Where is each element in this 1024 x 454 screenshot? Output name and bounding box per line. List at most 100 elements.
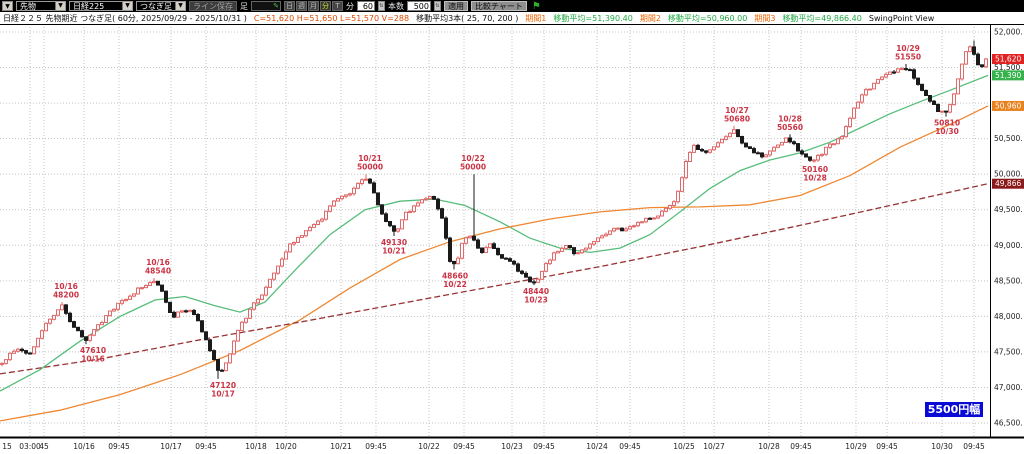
- svg-text:10/22: 10/22: [461, 154, 485, 163]
- svg-text:10/25: 10/25: [673, 442, 695, 451]
- chart-type-dropdown-button[interactable]: ▼: [2, 1, 13, 11]
- svg-text:50810: 50810: [934, 119, 960, 128]
- bar-type-value: つなぎ足: [140, 1, 172, 11]
- price-badges: 51,620 51,390 50,960 49,866: [992, 54, 1024, 189]
- svg-text:50,500.: 50,500.: [994, 134, 1023, 143]
- svg-text:10/27: 10/27: [725, 106, 749, 115]
- svg-text:50,960: 50,960: [995, 101, 1021, 110]
- svg-text:10/28: 10/28: [778, 114, 802, 123]
- svg-text:50000: 50000: [460, 163, 486, 172]
- svg-text:48660: 48660: [442, 271, 468, 280]
- line-save-button[interactable]: ライン保存: [189, 1, 237, 11]
- ma25-value-badge: [992, 70, 1024, 81]
- svg-text:10/17: 10/17: [160, 442, 182, 451]
- interval-input[interactable]: [357, 1, 375, 11]
- apply-button[interactable]: 適用: [444, 1, 468, 11]
- svg-text:49,500.: 49,500.: [994, 205, 1023, 214]
- ashi-edit-field[interactable]: ✎: [251, 1, 281, 11]
- ma200-line: [0, 183, 989, 375]
- price-chart: 52,000. 51,500. 50,500. 50,000. 49,500. 49,00…: [0, 25, 1024, 454]
- bar-type-select[interactable]: つなぎ足 ▼: [136, 1, 186, 11]
- svg-text:48,500.: 48,500.: [994, 276, 1023, 285]
- svg-text:09:45: 09:45: [790, 442, 812, 451]
- info-segment-8: 移動平均=49,866.40: [782, 13, 862, 23]
- svg-text:10/30: 10/30: [931, 442, 953, 451]
- svg-text:49,866: 49,866: [995, 179, 1021, 188]
- svg-text:49130: 49130: [381, 238, 407, 247]
- svg-text:09:45: 09:45: [963, 442, 985, 451]
- svg-text:10/21: 10/21: [330, 442, 352, 451]
- period-button-日[interactable]: 日: [284, 1, 295, 11]
- info-segment-4: 移動平均=51,390.40: [553, 13, 633, 23]
- svg-text:03:00: 03:00: [19, 442, 41, 451]
- info-segment-5: 期間2: [639, 13, 661, 23]
- svg-text:10/16: 10/16: [73, 442, 95, 451]
- ma200-value-badge: [992, 178, 1024, 189]
- swing-point-labels: 10/16482004761010/1610/16485404712010/17…: [53, 44, 960, 398]
- svg-text:10/16: 10/16: [54, 282, 78, 291]
- svg-text:10/22: 10/22: [418, 442, 440, 451]
- candles-layer: [0, 40, 988, 379]
- svg-text:10/28: 10/28: [758, 442, 780, 451]
- ma70-line: [0, 105, 989, 422]
- period-button-月[interactable]: 月: [308, 1, 319, 11]
- svg-text:48200: 48200: [53, 291, 79, 300]
- svg-text:48540: 48540: [145, 266, 171, 275]
- quote-info-bar: 日経２２５ 先物期近 つなぎ足( 60分, 2025/09/29 - 2025/…: [0, 12, 1024, 25]
- svg-text:50160: 50160: [802, 165, 828, 174]
- interval-spinner[interactable]: ⇅: [378, 1, 385, 11]
- symbol-select[interactable]: 日経225 ▼: [69, 1, 133, 11]
- svg-text:10/20: 10/20: [275, 442, 297, 451]
- minute-label: 分: [346, 1, 354, 11]
- svg-text:47120: 47120: [210, 381, 236, 390]
- period-button-分[interactable]: 分: [320, 1, 331, 11]
- range-badge: 5500円幅: [925, 402, 983, 417]
- svg-text:45: 45: [39, 442, 49, 451]
- svg-text:10/16: 10/16: [81, 355, 105, 364]
- svg-text:10/22: 10/22: [443, 280, 467, 289]
- svg-text:10/21: 10/21: [358, 154, 382, 163]
- grid-lines: [0, 27, 990, 437]
- svg-text:09:45: 09:45: [365, 442, 387, 451]
- info-segment-0: 日経２２５ 先物期近 つなぎ足( 60分, 2025/09/29 - 2025/…: [3, 13, 247, 23]
- svg-text:50680: 50680: [724, 114, 750, 123]
- svg-text:10/29: 10/29: [845, 442, 867, 451]
- category-value: 先物: [20, 1, 36, 11]
- svg-text:10/29: 10/29: [896, 44, 920, 53]
- svg-text:51,390: 51,390: [995, 71, 1021, 80]
- svg-text:09:45: 09:45: [619, 442, 641, 451]
- svg-text:09:45: 09:45: [876, 442, 898, 451]
- svg-text:50560: 50560: [777, 123, 803, 132]
- period-button-週[interactable]: 週: [296, 1, 307, 11]
- svg-text:48,000.: 48,000.: [994, 312, 1023, 321]
- chevron-down-icon[interactable]: ▼: [122, 2, 132, 10]
- chevron-down-icon[interactable]: ▼: [175, 2, 185, 10]
- svg-text:48440: 48440: [523, 287, 549, 296]
- svg-text:46,500.: 46,500.: [994, 419, 1023, 428]
- svg-text:15: 15: [2, 442, 12, 451]
- chevron-down-icon[interactable]: ▼: [55, 2, 65, 10]
- period-button-T[interactable]: T: [332, 1, 343, 11]
- svg-text:51,620: 51,620: [995, 55, 1021, 64]
- svg-text:10/23: 10/23: [501, 442, 523, 451]
- flag-icon[interactable]: ⚑: [531, 0, 541, 12]
- info-segment-7: 期間3: [754, 13, 776, 23]
- svg-text:10/23: 10/23: [524, 296, 548, 305]
- bar-count-spinner[interactable]: ⇅: [434, 1, 441, 11]
- svg-text:09:45: 09:45: [195, 442, 217, 451]
- svg-text:51,500.: 51,500.: [994, 63, 1023, 72]
- compare-chart-button[interactable]: 比較チャート: [471, 1, 527, 11]
- svg-text:09:45: 09:45: [533, 442, 555, 451]
- svg-text:49,000.: 49,000.: [994, 241, 1023, 250]
- pencil-icon: ✎: [273, 2, 279, 10]
- svg-text:47610: 47610: [80, 346, 106, 355]
- svg-text:47,000.: 47,000.: [994, 383, 1023, 392]
- info-segment-3: 期間1: [525, 13, 547, 23]
- category-select[interactable]: 先物 ▼: [16, 1, 66, 11]
- symbol-value: 日経225: [73, 1, 105, 11]
- bar-count-input[interactable]: [407, 1, 431, 11]
- svg-text:10/17: 10/17: [211, 389, 235, 398]
